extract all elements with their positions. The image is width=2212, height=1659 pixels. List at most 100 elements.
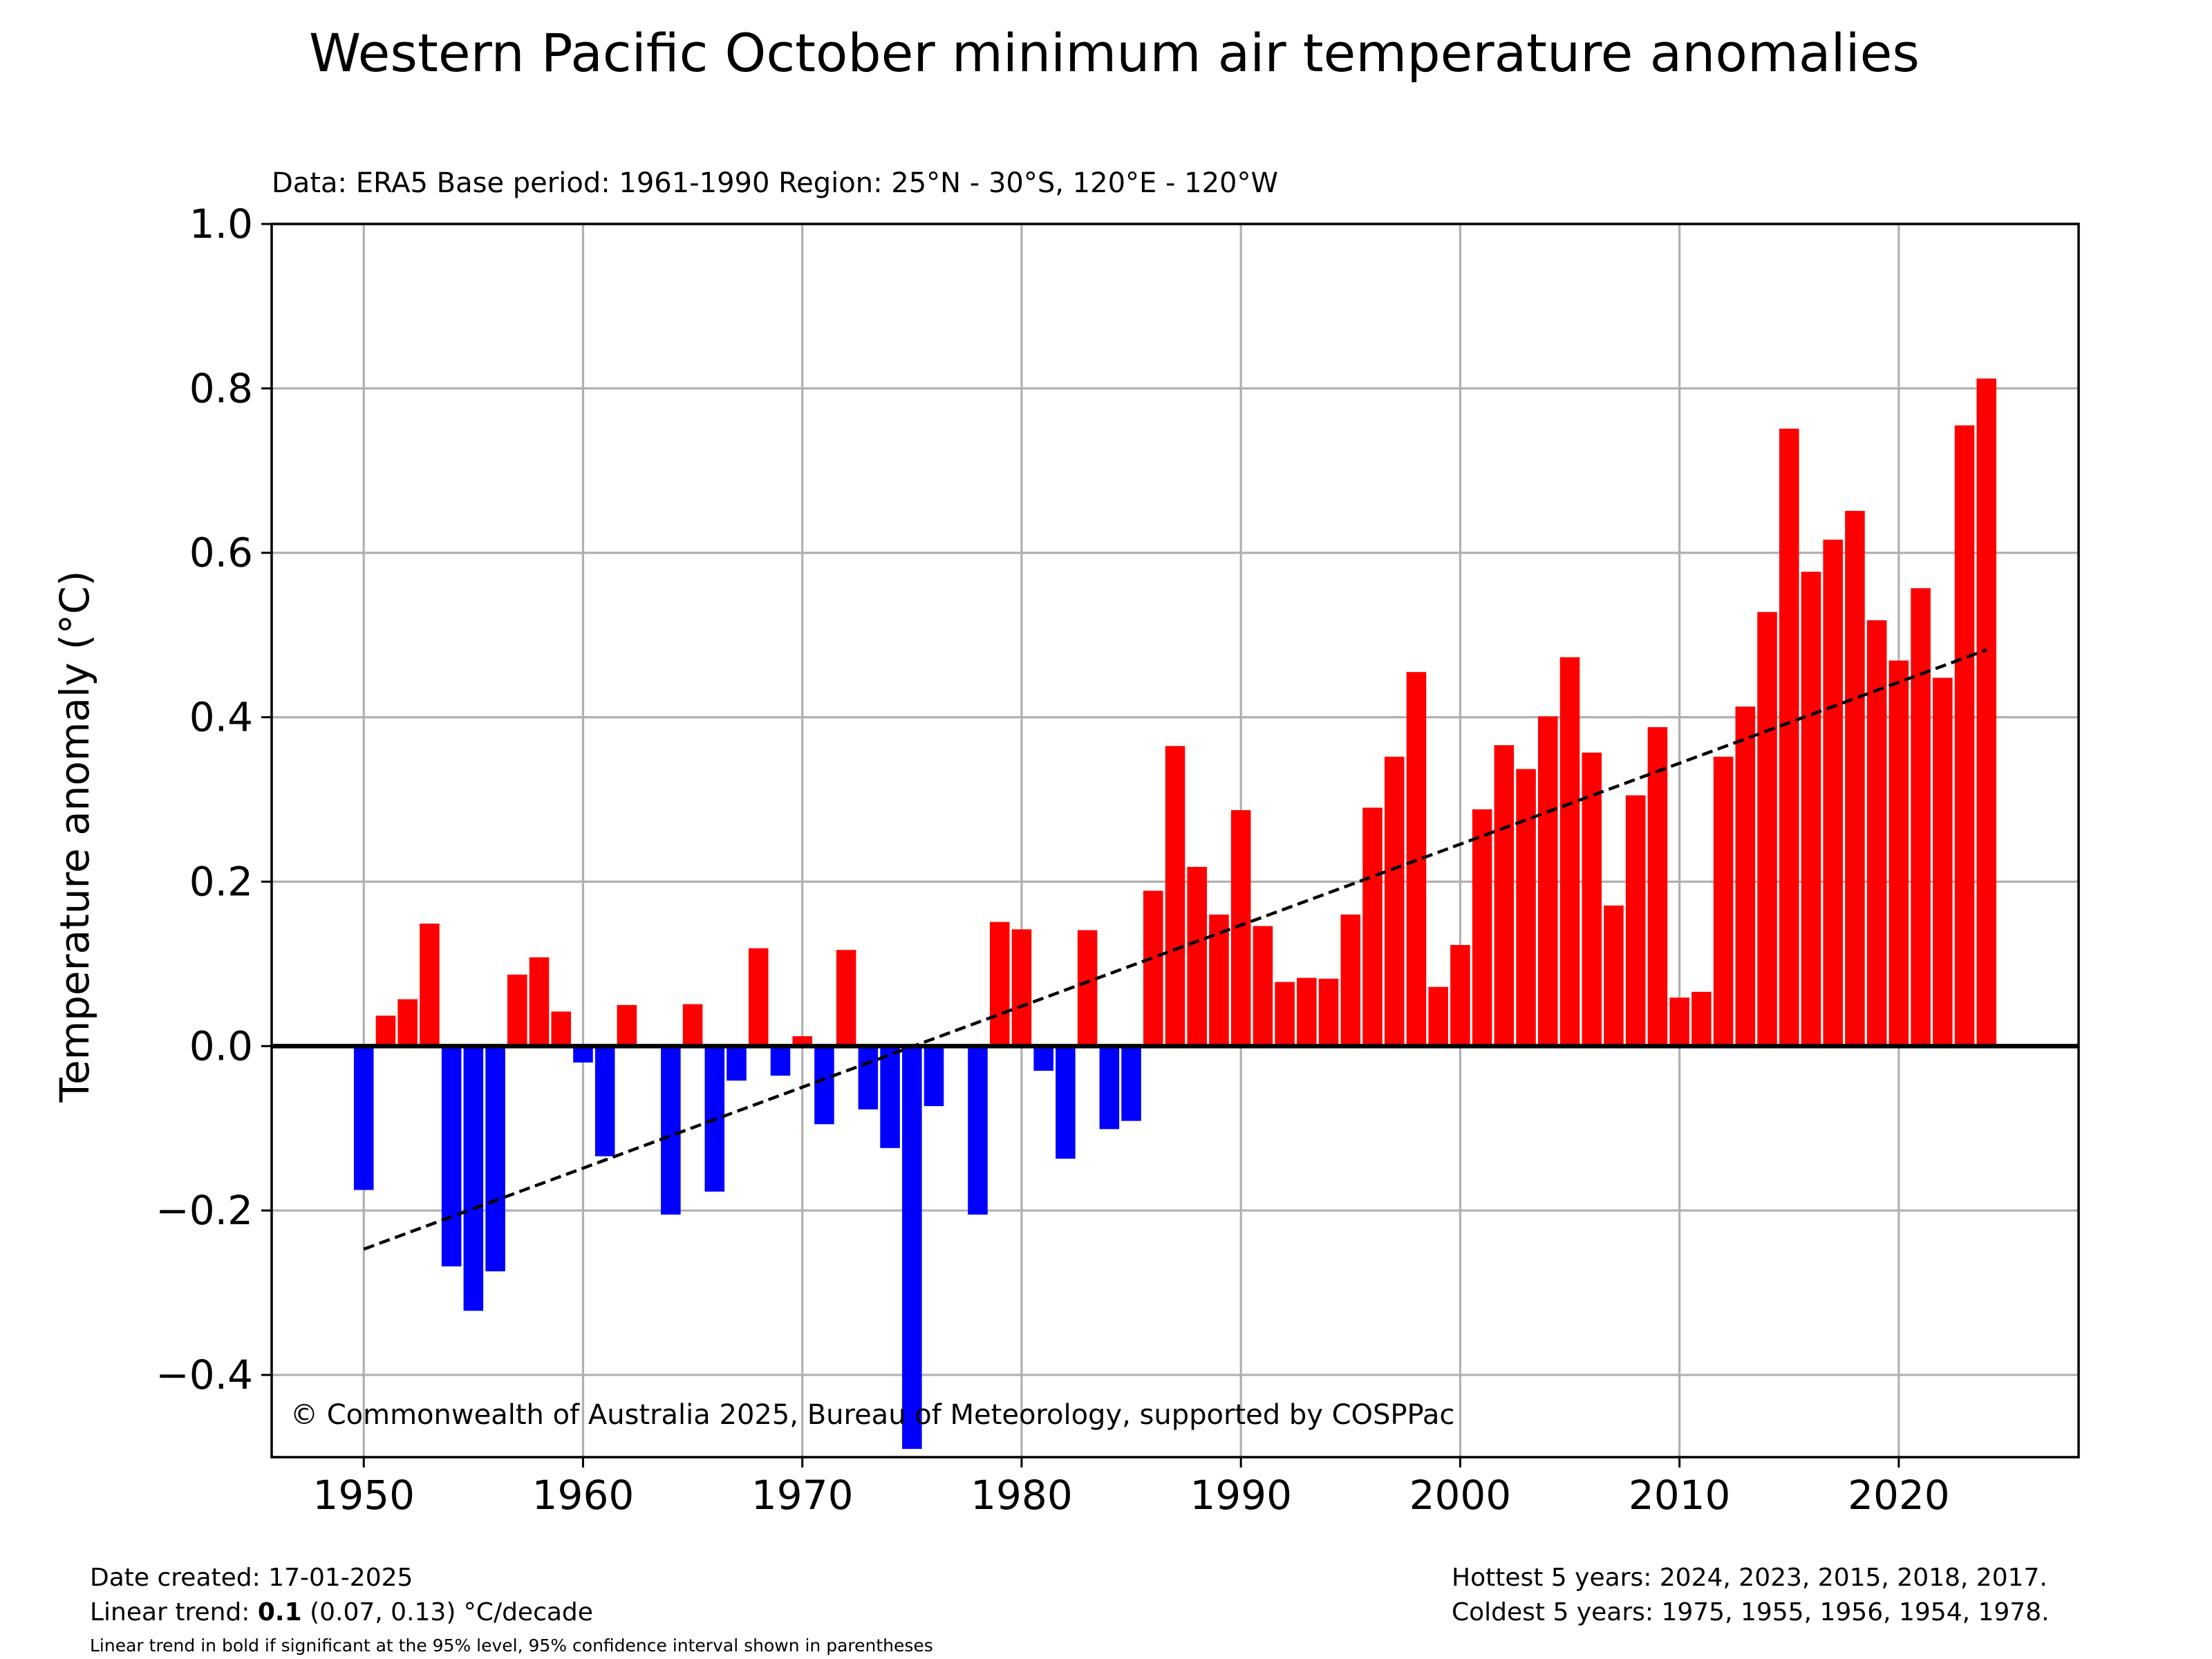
x-tick-label: 2020 — [1848, 1472, 1950, 1519]
bar-1972 — [836, 950, 856, 1047]
bar-2008 — [1625, 795, 1646, 1047]
bar-1995 — [1340, 915, 1361, 1047]
plot-frame — [270, 223, 2080, 1459]
bar-1982 — [1056, 1046, 1076, 1159]
bar-2010 — [1669, 997, 1689, 1047]
bar-2000 — [1450, 945, 1470, 1047]
bar-2020 — [1888, 660, 1909, 1047]
bar-1984 — [1099, 1046, 1120, 1130]
bar-1985 — [1121, 1046, 1141, 1121]
bar-2002 — [1494, 745, 1515, 1047]
bar-1980 — [1011, 929, 1032, 1047]
bar-1981 — [1033, 1046, 1053, 1071]
bar-1975 — [902, 1046, 922, 1450]
copyright-annotation: © Commonwealth of Australia 2025, Bureau… — [290, 1399, 1454, 1431]
x-tick-label: 2010 — [1629, 1472, 1731, 1519]
bar-1968 — [748, 948, 769, 1047]
bar-1996 — [1362, 807, 1382, 1047]
y-tick-label: 0.4 — [189, 694, 253, 741]
coldest-years: Coldest 5 years: 1975, 1955, 1956, 1954,… — [1452, 1598, 2050, 1627]
bar-2014 — [1757, 612, 1777, 1047]
bar-1957 — [507, 974, 527, 1047]
x-tick-label: 2000 — [1409, 1472, 1512, 1519]
bar-2019 — [1866, 620, 1887, 1047]
x-tick-label: 1980 — [971, 1472, 1073, 1519]
trend-line — [363, 648, 1987, 1251]
linear-trend-line — [363, 648, 1987, 1251]
bar-2016 — [1801, 572, 1821, 1047]
bar-1969 — [770, 1046, 791, 1076]
bar-1983 — [1077, 930, 1098, 1047]
trend-note: Linear trend in bold if significant at t… — [90, 1635, 933, 1656]
bar-1987 — [1165, 746, 1185, 1047]
bar-2006 — [1582, 752, 1602, 1047]
x-tick-label: 1990 — [1190, 1472, 1292, 1519]
bar-1976 — [924, 1046, 944, 1107]
bar-1951 — [375, 1015, 396, 1047]
bar-1994 — [1318, 978, 1339, 1047]
bar-1974 — [880, 1046, 900, 1148]
bar-1958 — [529, 957, 550, 1047]
plot-border — [270, 223, 2080, 1459]
bar-1956 — [485, 1046, 505, 1272]
bar-1990 — [1230, 809, 1251, 1047]
x-tick-label: 1950 — [312, 1472, 415, 1519]
trend-value: 0.1 — [257, 1598, 302, 1627]
bar-1954 — [441, 1046, 462, 1267]
bar-1992 — [1275, 982, 1295, 1047]
x-axis-ticks: 1950 1960 1970 1980 1990 2000 2010 2020 — [312, 1457, 1950, 1519]
bar-1997 — [1384, 756, 1405, 1047]
bar-1961 — [594, 1046, 615, 1156]
trend-suffix: (0.07, 0.13) °C/decade — [301, 1598, 593, 1627]
bars — [353, 378, 1997, 1450]
bar-1964 — [661, 1046, 681, 1215]
bar-1955 — [463, 1046, 484, 1311]
bar-2021 — [1911, 588, 1931, 1047]
bar-1959 — [551, 1011, 572, 1047]
hottest-years: Hottest 5 years: 2024, 2023, 2015, 2018,… — [1452, 1564, 2047, 1592]
bar-1952 — [397, 999, 418, 1047]
bar-1962 — [617, 1004, 637, 1047]
bar-2003 — [1516, 769, 1536, 1047]
chart-subtitle: Data: ERA5 Base period: 1961-1990 Region… — [272, 167, 1278, 199]
bar-1973 — [858, 1046, 879, 1109]
y-axis-ticks: −0.4 −0.2 0.0 0.2 0.4 0.6 0.8 1.0 — [156, 200, 272, 1398]
bar-1978 — [968, 1046, 988, 1215]
bar-2018 — [1845, 511, 1865, 1047]
bar-1991 — [1253, 926, 1273, 1047]
bar-1971 — [814, 1046, 834, 1125]
y-tick-label: 0.2 — [189, 858, 253, 905]
bar-1986 — [1143, 890, 1163, 1047]
bar-2013 — [1735, 706, 1756, 1047]
y-axis-label: Temperature anomaly (°C) — [51, 570, 98, 1103]
date-created: Date created: 17-01-2025 — [90, 1564, 413, 1592]
bar-1999 — [1428, 986, 1448, 1047]
bar-1953 — [420, 924, 440, 1047]
bar-1979 — [989, 921, 1010, 1047]
bar-1988 — [1187, 867, 1207, 1047]
bar-2009 — [1647, 727, 1668, 1047]
bar-1967 — [727, 1046, 747, 1081]
bar-2007 — [1604, 905, 1624, 1047]
bar-1970 — [792, 1036, 812, 1047]
y-tick-label: 0.0 — [189, 1022, 253, 1069]
bar-2004 — [1538, 716, 1558, 1047]
bar-1960 — [573, 1046, 593, 1063]
bar-2011 — [1691, 991, 1712, 1047]
y-tick-label: −0.4 — [156, 1351, 253, 1398]
trend-prefix: Linear trend: — [90, 1598, 258, 1627]
bar-2022 — [1933, 677, 1953, 1047]
bar-2023 — [1954, 425, 1975, 1047]
bar-2012 — [1713, 756, 1734, 1047]
bar-2001 — [1472, 809, 1492, 1047]
bar-2005 — [1559, 657, 1580, 1047]
y-tick-label: −0.2 — [156, 1187, 253, 1234]
chart-title: Western Pacific October minimum air temp… — [309, 22, 1920, 84]
bar-1993 — [1297, 977, 1317, 1047]
bar-2017 — [1823, 539, 1843, 1047]
linear-trend: Linear trend: 0.1 (0.07, 0.13) °C/decade — [90, 1598, 593, 1627]
bar-2015 — [1779, 429, 1799, 1047]
y-tick-label: 0.6 — [189, 529, 253, 577]
y-tick-label: 1.0 — [189, 200, 253, 247]
